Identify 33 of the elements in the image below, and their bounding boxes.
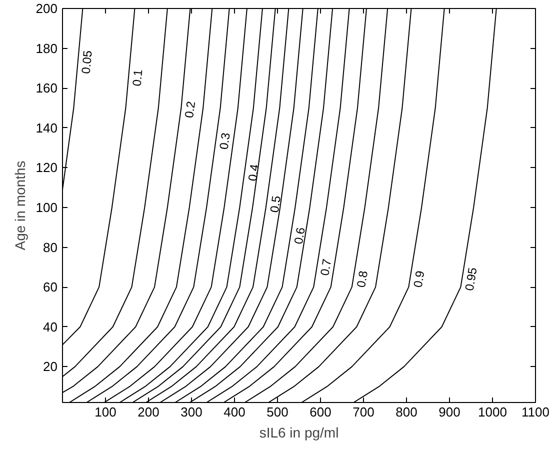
- text: 0.5: [267, 194, 284, 214]
- x-tick-label: 800: [396, 404, 418, 420]
- x-tick-label: 200: [138, 404, 160, 420]
- x-axis-title: sIL6 in pg/ml: [259, 424, 339, 440]
- y-tick-label: 140: [36, 120, 58, 136]
- x-tick-label: 1000: [478, 404, 507, 420]
- y-tick-label: 100: [36, 200, 58, 215]
- x-tick-label: 700: [352, 404, 374, 420]
- y-tick-label: 60: [43, 280, 58, 295]
- x-tick-label: 100: [94, 404, 116, 420]
- x-tick-label: 900: [438, 404, 460, 420]
- x-tick-label: 600: [310, 404, 332, 420]
- y-tick-label: 200: [36, 1, 58, 16]
- y-tick-label: 160: [36, 80, 58, 96]
- text: 0.95: [462, 266, 480, 292]
- text: 0.9: [410, 269, 428, 288]
- x-tick-label: 400: [224, 404, 246, 420]
- x-tick-label: 1100: [522, 404, 550, 420]
- y-tick-label: 40: [43, 319, 58, 334]
- text: 0.1: [130, 68, 146, 87]
- text: 0.8: [354, 269, 371, 288]
- text: 0.7: [318, 258, 334, 277]
- x-tick-label: 500: [266, 404, 288, 420]
- text: 0.6: [291, 226, 308, 246]
- y-tick-label: 80: [43, 240, 58, 255]
- y-tick-label: 120: [36, 160, 58, 176]
- y-axis-title: Age in months: [12, 160, 28, 250]
- text: 0.2: [182, 100, 198, 119]
- x-tick-label: 300: [180, 404, 202, 420]
- y-tick-label: 180: [36, 40, 58, 56]
- y-tick-label: 20: [43, 359, 58, 374]
- text: 0.05: [78, 49, 95, 74]
- text: 0.3: [216, 132, 233, 150]
